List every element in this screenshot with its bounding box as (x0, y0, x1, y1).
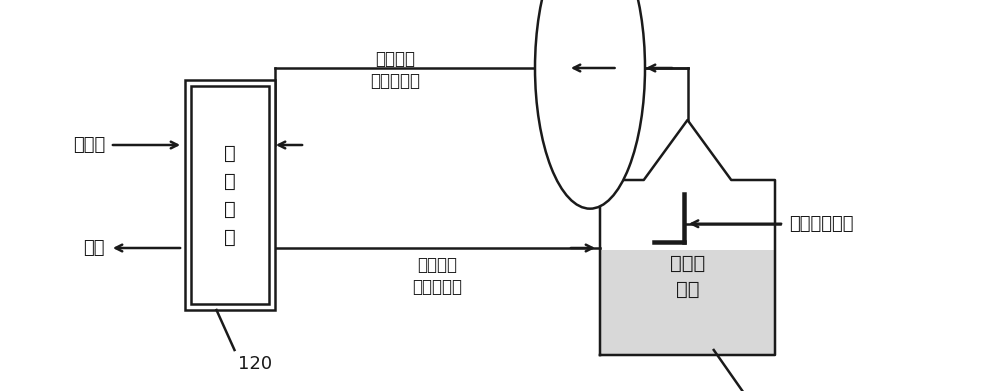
Bar (191, 86, 269, 304)
Text: 空气进: 空气进 (73, 136, 105, 154)
Text: 120: 120 (238, 355, 272, 373)
Text: 氢气浓度
较低的气体: 氢气浓度 较低的气体 (413, 256, 462, 296)
Text: 排放: 排放 (84, 239, 105, 257)
Text: 燃
料
电
池: 燃 料 电 池 (224, 143, 236, 246)
Text: 氢气浓度
较高的气体: 氢气浓度 较高的气体 (370, 50, 420, 90)
Bar (185, 80, 275, 310)
Text: 含氢气电解液: 含氢气电解液 (789, 215, 854, 233)
Ellipse shape (535, 0, 645, 209)
Bar (600, 250, 775, 355)
Text: 电解液
储罐: 电解液 储罐 (670, 253, 705, 299)
